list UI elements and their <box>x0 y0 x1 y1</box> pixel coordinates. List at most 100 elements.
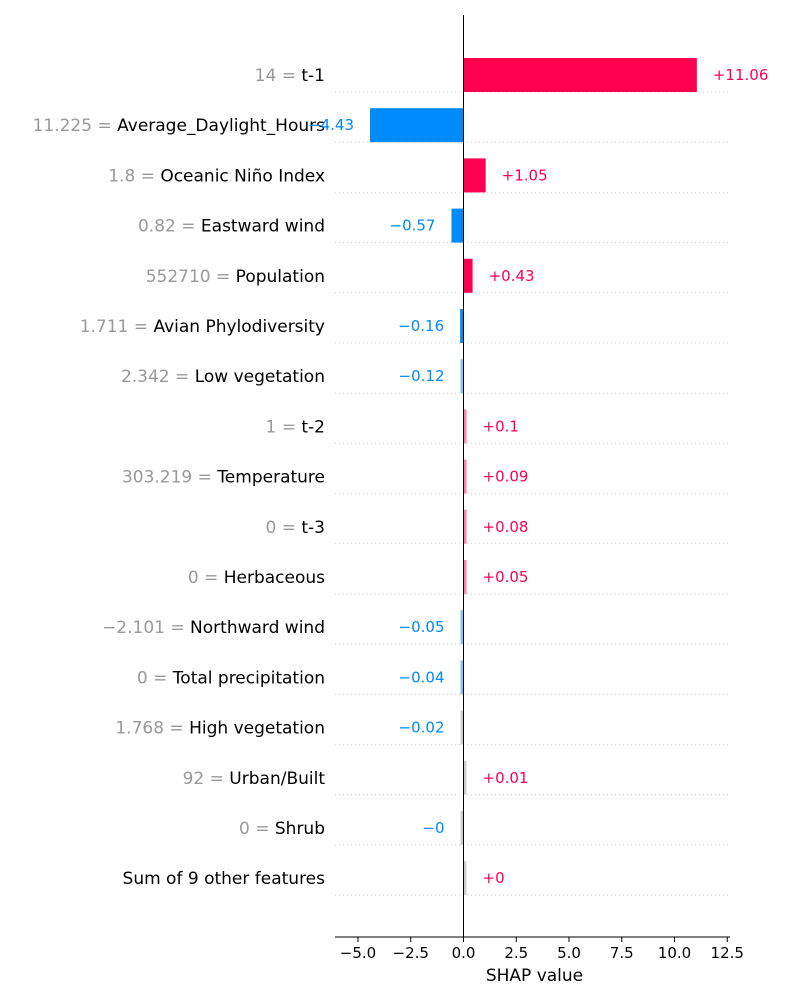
feature-name: Avian Phylodiversity <box>153 317 325 337</box>
feature-label: 1.711 = Avian Phylodiversity <box>80 317 325 337</box>
feature-label: 1.768 = High vegetation <box>115 719 325 739</box>
feature-label: 303.219 = Temperature <box>122 468 325 488</box>
bar-population <box>463 258 473 293</box>
x-tick-label: 10.0 <box>658 944 691 962</box>
feature-value: 0 <box>188 568 199 588</box>
feature-label: 0 = t-3 <box>265 518 325 538</box>
x-axis: −5.0 −2.5 0.0 2.5 5.0 7.5 10.0 12.5 SHAP value <box>335 936 744 986</box>
x-tick-label: 5.0 <box>557 944 581 962</box>
feature-name: Oceanic Niño Index <box>160 166 325 186</box>
x-ticks: −5.0 −2.5 0.0 2.5 5.0 7.5 10.0 12.5 <box>340 937 744 962</box>
feature-label: 0 = Total precipitation <box>137 668 325 688</box>
data-label: +0.09 <box>483 468 529 486</box>
x-tick-label: 0.0 <box>452 944 476 962</box>
feature-value: 92 <box>183 769 205 789</box>
data-label: +0 <box>483 869 505 887</box>
equals-sign: = <box>135 166 160 186</box>
bar-northward-wind <box>460 610 464 645</box>
bar-low-vegetation <box>460 359 464 394</box>
equals-sign: = <box>165 618 190 638</box>
feature-labels: 14 = t-1 11.225 = Average_Daylight_Hours 1… <box>33 66 326 889</box>
bar-total-precipitation <box>460 660 464 695</box>
feature-value: 14 <box>255 66 277 86</box>
feature-value: −2.101 <box>102 618 165 638</box>
bar-temperature <box>463 459 467 494</box>
bars <box>370 58 697 896</box>
feature-label: 92 = Urban/Built <box>183 769 326 789</box>
feature-label: Sum of 9 other features <box>123 869 326 889</box>
feature-label: 0.82 = Eastward wind <box>138 217 325 237</box>
feature-value: 1.768 <box>115 719 164 739</box>
feature-name: Total precipitation <box>172 668 325 688</box>
bar-herbaceous <box>463 560 467 594</box>
data-label: −0.16 <box>398 317 444 335</box>
bar-eastward-wind <box>451 208 464 243</box>
feature-value: 303.219 <box>122 468 192 488</box>
feature-label: −2.101 = Northward wind <box>102 618 325 638</box>
feature-value: 0 <box>265 518 276 538</box>
data-label: +1.05 <box>502 166 548 184</box>
bar-t-1 <box>463 58 697 92</box>
data-labels: +11.06 −4.43 +1.05 −0.57 +0.43 −0.16 −0.12 +0.1… <box>308 66 768 887</box>
bar-average-daylight-hours <box>370 108 464 143</box>
x-tick-label: −2.5 <box>393 944 429 962</box>
data-label: −0.02 <box>399 719 445 737</box>
feature-name: Eastward wind <box>201 217 325 237</box>
data-label: +0.08 <box>483 518 529 536</box>
data-label: −4.43 <box>308 116 354 134</box>
feature-name: High vegetation <box>189 719 325 739</box>
equals-sign: = <box>170 367 195 387</box>
data-label: +0.01 <box>483 769 529 787</box>
equals-sign: = <box>92 116 117 136</box>
x-tick-label: −5.0 <box>340 944 376 962</box>
equals-sign: = <box>276 518 301 538</box>
feature-label: 1 = t-2 <box>265 417 325 437</box>
feature-value: 0 <box>239 819 250 839</box>
row-gridlines <box>335 91 730 896</box>
data-label: −0.57 <box>390 217 436 235</box>
x-tick-label: 12.5 <box>711 944 744 962</box>
data-label: −0.04 <box>399 668 445 686</box>
feature-name: Population <box>236 267 325 287</box>
feature-value: 0 <box>137 668 148 688</box>
data-label: −0.12 <box>399 367 445 385</box>
feature-name: Herbaceous <box>224 568 325 588</box>
bar-oceanic-ni-o-index <box>463 158 486 193</box>
x-tick-label: 7.5 <box>610 944 634 962</box>
equals-sign: = <box>192 468 217 488</box>
data-label: −0.05 <box>399 618 445 636</box>
equals-sign: = <box>148 668 173 688</box>
feature-name: Average_Daylight_Hours <box>117 116 325 136</box>
bar-shrub <box>460 811 464 845</box>
feature-label: 0 = Herbaceous <box>188 568 325 588</box>
feature-name: Shrub <box>275 819 325 839</box>
equals-sign: = <box>199 568 224 588</box>
data-label: +0.1 <box>483 417 519 435</box>
equals-sign: = <box>250 819 275 839</box>
x-tick-label: 2.5 <box>504 944 528 962</box>
equals-sign: = <box>276 417 301 437</box>
bar-sum-of-9-other-features <box>463 861 467 896</box>
feature-label: 11.225 = Average_Daylight_Hours <box>33 116 326 136</box>
bar-high-vegetation <box>460 710 464 745</box>
feature-name: t-2 <box>301 417 325 437</box>
equals-sign: = <box>211 267 236 287</box>
bar-t-2 <box>463 409 467 444</box>
bar-urban-built <box>463 760 467 795</box>
feature-label: 1.8 = Oceanic Niño Index <box>108 166 325 186</box>
bar-t-3 <box>463 509 467 544</box>
x-axis-title: SHAP value <box>486 966 583 986</box>
feature-name: Temperature <box>216 468 325 488</box>
data-label: +0.43 <box>489 267 535 285</box>
feature-name: Northward wind <box>190 618 325 638</box>
feature-value: 1.8 <box>108 166 135 186</box>
feature-label: 552710 = Population <box>146 267 325 287</box>
equals-sign: = <box>276 66 301 86</box>
equals-sign: = <box>128 317 153 337</box>
feature-name: t-3 <box>301 518 325 538</box>
feature-value: 552710 <box>146 267 211 287</box>
feature-label: 14 = t-1 <box>255 66 325 86</box>
feature-value: 2.342 <box>121 367 170 387</box>
data-label: −0 <box>422 819 444 837</box>
